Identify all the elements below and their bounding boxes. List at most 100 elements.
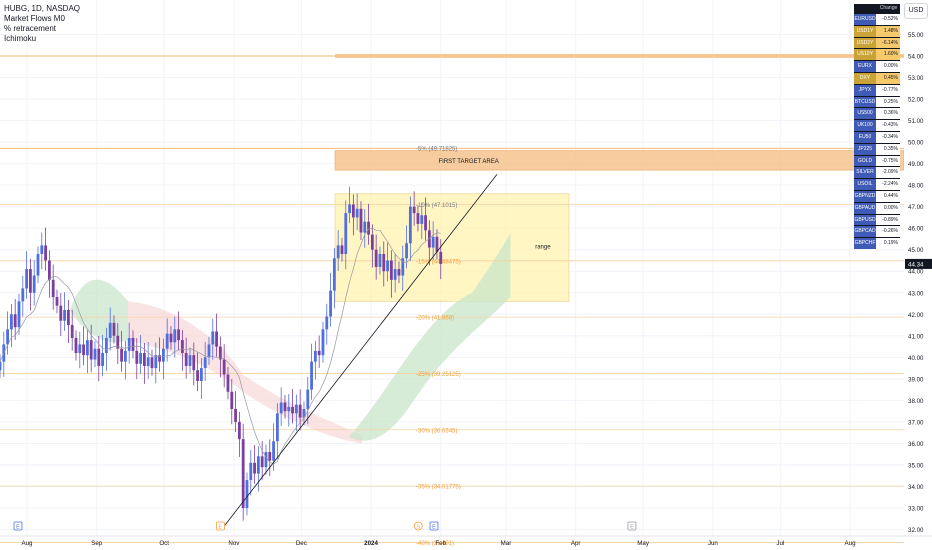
time-tick-label: Apr <box>571 540 581 547</box>
watchlist-row[interactable]: SILVER -2.09% <box>854 166 900 179</box>
candle <box>302 401 306 426</box>
watchlist-row[interactable]: US10Y 1.60% <box>854 48 900 61</box>
watchlist-symbol: USD1Y <box>854 25 876 37</box>
event-marker[interactable]: E <box>13 521 23 531</box>
watchlist-symbol: GBPCHF <box>854 238 876 249</box>
watchlist-row[interactable]: DXY 0.45% <box>854 71 900 84</box>
price-tick-label: 39.00 <box>908 376 924 383</box>
watchlist-row[interactable]: USOIL -2.24% <box>854 178 900 190</box>
retracement-label: -5% (49.71825) <box>416 147 457 153</box>
candle <box>332 248 336 309</box>
watchlist-row[interactable]: GOLD -0.75% <box>854 154 900 167</box>
candle-body <box>416 213 420 224</box>
candle-body <box>203 357 207 369</box>
candle <box>253 444 256 484</box>
candle-body <box>253 462 256 474</box>
watchlist-row[interactable]: USD1Y 1.48% <box>854 24 900 37</box>
candle <box>63 292 66 331</box>
candle-body <box>218 346 222 360</box>
candle <box>2 331 6 377</box>
event-marker[interactable]: E <box>215 521 225 531</box>
watchlist-row[interactable]: JPYX -0.77% <box>854 83 900 96</box>
candle <box>28 258 32 311</box>
candle-body <box>47 260 51 280</box>
price-tick-label: 36.00 <box>908 441 924 448</box>
event-marker[interactable]: E <box>429 521 439 531</box>
price-tick-label: 44.00 <box>908 269 924 276</box>
candle <box>275 403 279 460</box>
watchlist-table: Change % EURUSD-0.52%USD1Y1.48%USD2Y-6.1… <box>854 4 900 249</box>
watchlist-row[interactable]: EURUSD -0.52% <box>854 13 900 25</box>
watchlist-change: 0.25% <box>876 96 900 108</box>
watchlist-row[interactable]: GBPUSD -0.89% <box>854 213 900 226</box>
candle-body <box>363 221 367 233</box>
candle <box>329 272 332 327</box>
watchlist-change: 0.19% <box>876 238 900 249</box>
candle <box>306 376 310 425</box>
candle-body <box>154 355 158 369</box>
watchlist-row[interactable]: US500 0.36% <box>854 107 900 120</box>
candle <box>123 340 127 380</box>
watchlist-row[interactable]: GBPCHF 0.19% <box>854 237 900 249</box>
indicator-market-flows[interactable]: Market Flows M0 <box>4 14 65 23</box>
candle-body <box>104 337 108 354</box>
currency-button[interactable]: USD <box>904 3 928 19</box>
candle <box>101 335 104 377</box>
watchlist-change: 1.60% <box>876 49 900 61</box>
candle <box>340 237 344 262</box>
candle <box>439 239 443 280</box>
watchlist-row[interactable]: UK100 -0.43% <box>854 119 900 131</box>
candle <box>420 202 424 240</box>
candle <box>108 307 112 351</box>
watchlist-row[interactable]: EU50 -0.34% <box>854 130 900 143</box>
watchlist-symbol: DXY <box>854 72 876 84</box>
candle <box>85 329 89 374</box>
candle-body <box>165 333 169 349</box>
candle-body <box>241 439 245 509</box>
watchlist-row[interactable]: USD2Y -6.14% <box>854 36 900 49</box>
candle <box>397 261 401 284</box>
candle-body <box>222 359 226 375</box>
last-price-label: 44.34 <box>908 261 924 268</box>
watchlist-row[interactable]: JP225 0.35% <box>854 142 900 155</box>
candle <box>127 322 131 364</box>
candle-body <box>59 305 63 321</box>
candle-body <box>420 215 424 224</box>
price-tick-label: 42.00 <box>908 312 924 319</box>
candle-body <box>135 350 139 364</box>
candle-body <box>101 353 104 366</box>
candle <box>279 387 283 427</box>
candle-body <box>21 288 25 302</box>
candle-body <box>123 350 127 362</box>
candle-body <box>287 406 291 412</box>
watchlist-row[interactable]: EURX 0.00% <box>854 60 900 72</box>
candle <box>313 340 317 380</box>
candle <box>363 209 367 248</box>
candle-body <box>435 236 439 252</box>
watchlist-change: -0.52% <box>876 14 900 25</box>
watchlist-row[interactable]: GBPAUD 0.00% <box>854 201 900 214</box>
indicator-retracement[interactable]: % retracement <box>4 24 57 33</box>
candle-body <box>63 309 66 321</box>
watchlist-row[interactable]: BTCUSD 0.25% <box>854 95 900 108</box>
event-marker[interactable]: S <box>413 521 423 531</box>
candle-body <box>340 245 344 255</box>
candle-body <box>177 329 180 341</box>
candle <box>424 197 427 241</box>
indicator-ichimoku[interactable]: Ichimoku <box>4 34 37 43</box>
candle <box>13 298 17 340</box>
watchlist-row[interactable]: GBPNZD 0.44% <box>854 189 900 202</box>
watchlist-change: -0.34% <box>876 131 900 143</box>
price-tick-label: 33.00 <box>908 506 924 513</box>
price-tick-label: 47.00 <box>908 204 924 211</box>
candle <box>188 347 192 374</box>
candle-body <box>355 208 359 218</box>
time-axis: Aug Sep Oct Nov Dec 2024 Feb Mar Apr May Jun Jul Aug <box>0 535 932 547</box>
watchlist-row[interactable]: GBPCAD -0.26% <box>854 225 900 238</box>
watchlist-symbol: EU50 <box>854 131 876 143</box>
watchlist-change: -2.09% <box>876 167 900 179</box>
candle <box>165 318 169 362</box>
event-marker[interactable]: E <box>627 521 637 531</box>
candle <box>348 186 351 224</box>
